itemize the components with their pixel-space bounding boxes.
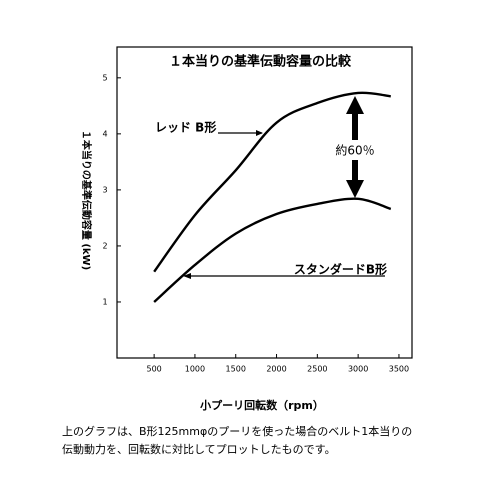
caption: 伝動動力を、回転数に対比してプロットしたものです。 [62,442,336,456]
annotation-bg [330,140,378,160]
x-tick-label: 1000 [185,365,205,374]
y-tick-label: 5 [102,73,107,82]
annotation: 約60％ [335,143,374,158]
y-tick-label: 1 [102,297,107,306]
x-axis-label: 小プーリ回転数（rpm） [199,398,324,412]
y-axis-label: １本当りの基準伝動容量 (kW) [80,130,93,270]
x-tick-label: 3000 [348,365,368,374]
chart-title: １本当りの基準伝動容量の比較 [169,54,352,70]
y-tick-label: 2 [102,241,107,250]
series-line [153,91,391,273]
x-tick-label: 3500 [389,365,409,374]
y-tick-label: 4 [102,129,107,138]
y-tick-label: 3 [102,185,107,194]
series-label: スタンダードB形 [294,262,387,277]
arrowhead [183,273,191,279]
arrowhead [256,130,263,136]
x-tick-label: 2000 [266,365,286,374]
series-label: レッド B形 [155,121,216,135]
series-line [153,197,392,303]
caption: 上のグラフは、B形125mmφのプーリを使った場合のベルト1本当りの [62,424,412,438]
x-tick-label: 1500 [226,365,246,374]
x-tick-label: 500 [146,365,161,374]
x-tick-label: 2500 [307,365,327,374]
plot-frame [116,46,413,359]
